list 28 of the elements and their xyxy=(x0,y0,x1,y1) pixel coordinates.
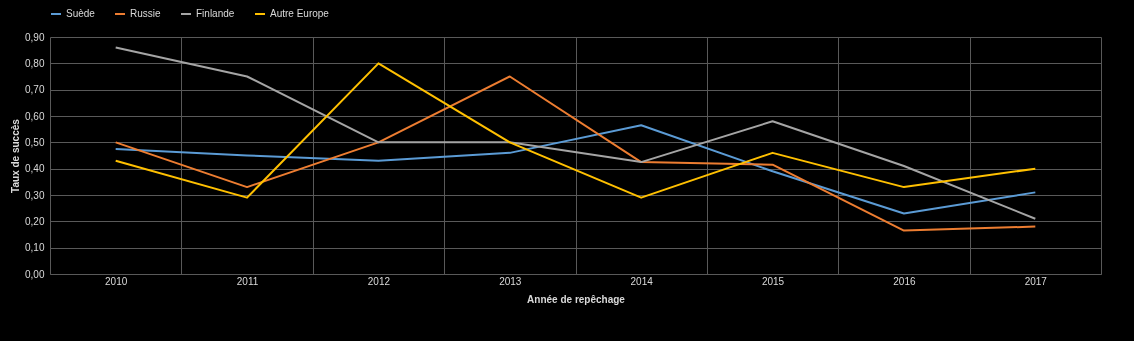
x-tick-label: 2016 xyxy=(893,275,916,287)
legend-label: Suède xyxy=(66,8,96,19)
x-axis-title: Année de repêchage xyxy=(527,293,626,305)
legend-label: Russie xyxy=(130,8,161,19)
line-series xyxy=(114,75,1037,232)
y-tick-label: 0,80 xyxy=(25,57,45,69)
x-tick-label: 2011 xyxy=(236,275,259,287)
x-tick-label: 2014 xyxy=(630,275,654,287)
y-tick-label: 0,20 xyxy=(25,215,45,227)
legend-label: Autre Europe xyxy=(270,8,330,19)
x-tick-label: 2010 xyxy=(105,275,128,287)
y-tick-label: 0,60 xyxy=(25,110,45,122)
line-series xyxy=(114,62,1037,199)
x-tick-label: 2017 xyxy=(1024,275,1048,287)
legend-label: Finlande xyxy=(196,8,235,19)
line-series xyxy=(114,124,1037,215)
y-axis-title: Taux de succès xyxy=(10,118,22,193)
y-tick-label: 0,70 xyxy=(25,84,45,96)
y-tick-label: 0,50 xyxy=(25,136,45,148)
x-tick-label: 2015 xyxy=(761,275,785,287)
y-tick-label: 0,10 xyxy=(25,242,45,254)
y-tick-label: 0,90 xyxy=(25,31,45,43)
line-series xyxy=(114,46,1037,220)
y-tick-label: 0,40 xyxy=(25,163,45,175)
x-tick-label: 2013 xyxy=(499,275,522,287)
x-tick-label: 2012 xyxy=(367,275,391,287)
y-tick-label: 0,30 xyxy=(25,189,45,201)
y-tick-label: 0,00 xyxy=(25,268,45,280)
